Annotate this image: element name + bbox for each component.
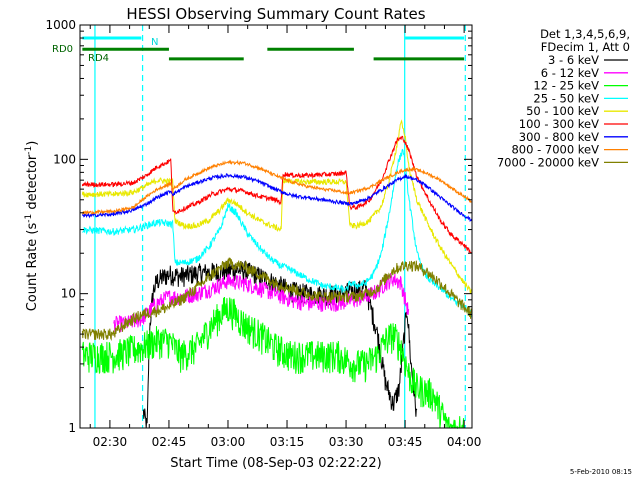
y-tick-label: 1000 — [45, 18, 76, 32]
attenuator-label-rd0: RD0 — [52, 44, 73, 55]
x-tick-label: 02:45 — [152, 435, 187, 449]
series-line-0 — [142, 260, 418, 429]
y-axis-label: Count Rate (s-1 detector-1) — [24, 141, 40, 312]
x-tick-label: 02:30 — [93, 435, 128, 449]
x-tick-label: 04:00 — [447, 435, 482, 449]
chart-title: HESSI Observing Summary Count Rates — [126, 5, 425, 23]
legend-label: 300 - 800 keV — [519, 130, 599, 144]
series-line-2 — [81, 296, 465, 430]
legend-label: 25 - 50 keV — [533, 91, 599, 105]
x-axis-label: Start Time (08-Sep-03 02:22:22) — [170, 456, 381, 471]
legend-label: 100 - 300 keV — [519, 117, 599, 131]
series-line-8 — [81, 257, 472, 342]
y-tick-label: 100 — [53, 152, 76, 166]
x-tick-label: 03:00 — [211, 435, 246, 449]
legend-label: 50 - 100 keV — [526, 104, 599, 118]
y-tick-label: 1 — [68, 421, 76, 435]
series-line-7 — [82, 159, 472, 216]
plot-frame — [79, 24, 473, 429]
legend-label: 12 - 25 keV — [533, 79, 599, 93]
plot-area: RD0 RD4 N 02:30 02:45 03:00 03:15 03:30 03:45 04:… — [45, 18, 481, 449]
series-line-6 — [81, 172, 472, 222]
x-tick-label: 03:15 — [270, 435, 305, 449]
attenuator-label-rd4: RD4 — [88, 53, 109, 64]
legend: Det 1,3,4,5,6,9, FDecim 1, Att 0 3 - 6 k… — [497, 27, 630, 169]
y-tick-label: 10 — [61, 287, 76, 301]
x-tick-label: 03:30 — [329, 435, 364, 449]
series-line-4 — [81, 119, 472, 295]
legend-label: 800 - 7000 keV — [511, 143, 599, 157]
legend-label: 7000 - 20000 keV — [497, 155, 599, 169]
legend-label: 6 - 12 keV — [541, 66, 599, 80]
footer-timestamp: 5-Feb-2010 08:15 — [570, 468, 632, 476]
legend-header-line2: FDecim 1, Att 0 — [541, 40, 630, 54]
legend-label: 3 - 6 keV — [548, 53, 599, 67]
attenuator-label-n: N — [151, 37, 158, 48]
legend-header-line1: Det 1,3,4,5,6,9, — [540, 27, 630, 41]
series-line-5 — [81, 135, 472, 254]
x-tick-label: 03:45 — [388, 435, 423, 449]
